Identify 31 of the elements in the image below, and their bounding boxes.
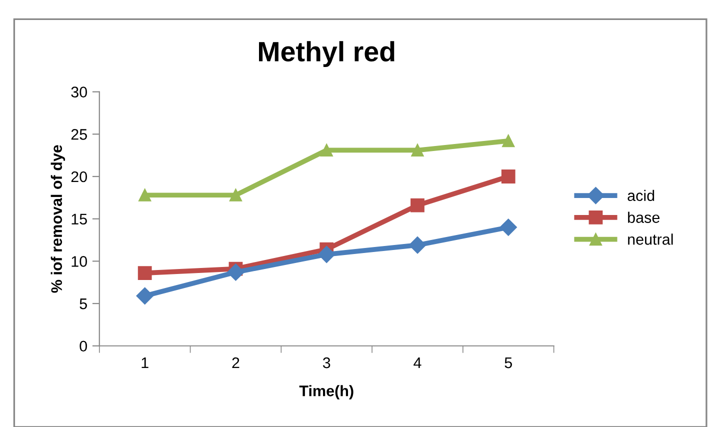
point <box>138 188 152 202</box>
point <box>136 287 154 304</box>
point <box>500 218 517 236</box>
y-tick-label: 15 <box>72 214 87 225</box>
legend-label: base <box>628 212 660 223</box>
x-tick-label: 2 <box>232 357 240 368</box>
x-tick-label: 1 <box>142 358 148 368</box>
point <box>408 236 426 254</box>
y-tick-label: 20 <box>71 171 87 182</box>
point <box>502 134 515 148</box>
point <box>318 246 336 263</box>
point <box>229 188 242 202</box>
x-tick-label: 5 <box>504 358 512 368</box>
point <box>227 264 244 281</box>
point <box>501 170 516 184</box>
y-tick-label: 5 <box>80 298 87 310</box>
chart-title: Methyl red <box>259 41 394 68</box>
x-axis-title: Time(h) <box>299 385 354 400</box>
y-axis-title: % iof removal of dye <box>50 145 66 293</box>
point <box>411 144 424 156</box>
x-tick-label: 3 <box>322 357 330 368</box>
point <box>320 144 333 156</box>
legend-label: acid <box>628 190 654 202</box>
y-tick-label: 30 <box>71 86 87 98</box>
y-tick-label: 0 <box>80 340 87 352</box>
legend-label: neutral <box>628 234 673 245</box>
y-tick-label: 25 <box>71 129 87 140</box>
y-tick-label: 10 <box>72 256 87 267</box>
point <box>138 266 152 280</box>
point <box>410 198 424 212</box>
x-tick-label: 4 <box>414 358 422 368</box>
